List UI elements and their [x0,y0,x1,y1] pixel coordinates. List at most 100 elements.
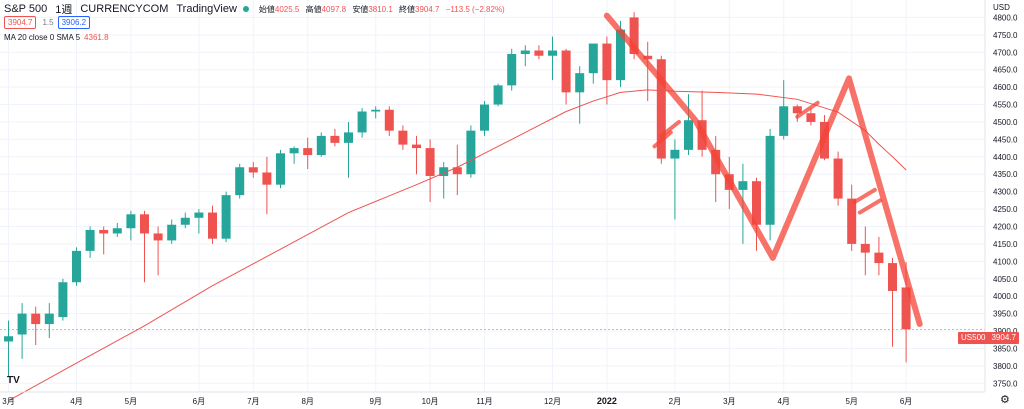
candle [58,278,68,321]
candle [670,139,680,220]
y-tick-label: 3900.0 [993,327,1018,336]
x-tick-label: 4月 [777,397,789,406]
candle-body [493,85,503,105]
x-tick-label: 2022 [597,396,617,406]
candle-body [520,50,530,55]
candle-body [425,148,435,176]
y-tick-label: 4450.0 [993,135,1018,144]
candle-body [180,217,190,225]
candle [126,210,136,241]
candles [4,12,911,377]
candle [44,303,54,338]
candle-body [860,243,870,253]
candle-body [874,252,884,264]
candle-body [480,104,489,131]
tradingview-logo[interactable]: TV [7,375,20,386]
spread-value: 1.5 [42,18,54,27]
candle-body [412,144,421,149]
ohlc-open-label: 始値 [258,4,275,14]
candle [289,146,299,164]
x-tick-label: 3月 [723,397,735,406]
ma-line [8,89,907,402]
gear-icon[interactable]: ⚙ [1000,394,1010,406]
candle [874,236,884,276]
candle-body [208,212,217,239]
candle-body [58,282,68,318]
candle [85,226,95,258]
candle-body [507,54,517,86]
candle-body [262,172,272,185]
x-tick-label: 3月 [2,397,14,406]
candle-body [31,313,41,325]
candle [180,212,190,229]
candle-body [779,106,789,136]
candle-body [99,229,109,234]
last-price-symbol: US500 [961,333,986,342]
price-axis[interactable]: 3750.0 3800.0 3850.0 3900.0 3950.0 4000.0 4050… [993,13,1018,388]
candle-body [44,313,54,325]
candle [221,191,231,243]
candle-body [344,132,353,143]
candle [439,162,449,199]
last-price-value: 3904.7 [991,333,1016,342]
data-source: CURRENCYCOM [80,3,169,15]
candle [412,135,421,175]
axis-currency: USD [993,3,1010,12]
candle-body [357,111,367,133]
y-tick-label: 4800.0 [993,13,1018,22]
candle [833,151,843,206]
x-tick-label: 7月 [247,397,259,406]
x-tick-label: 4月 [70,397,82,406]
symbol-name[interactable]: S&P 500 [4,3,48,15]
x-tick-label: 9月 [369,397,381,406]
candle-body [194,212,204,218]
y-tick-label: 4400.0 [993,153,1018,162]
candle [371,106,381,119]
candle [276,149,285,189]
candle [330,128,340,147]
y-tick-label: 4300.0 [993,188,1018,197]
candle-body [384,109,394,131]
ohlc-low-label: 安値 [352,4,369,14]
interval[interactable]: 1週 [55,4,73,16]
sell-price-button[interactable]: 3904.7 [4,16,37,29]
candle-body [452,167,462,175]
buy-price-button[interactable]: 3906.2 [57,16,91,29]
candle [561,48,571,105]
indicator-value: 4361.8 [84,33,109,42]
y-tick-label: 4350.0 [993,170,1018,179]
candle [31,306,41,345]
candle [765,128,775,241]
trend-drawings[interactable] [603,12,923,328]
indicator-label: MA 20 close 0 SMA 5 [4,33,81,42]
candle-body [276,153,285,185]
candle-body [534,50,544,56]
chart-legend-header: S&P 500 1週 CURRENCYCOM TradingView 始値402… [4,2,509,16]
candle-body [112,228,122,234]
candle [493,83,503,107]
y-tick-label: 4700.0 [993,48,1018,57]
candle-body [85,229,95,251]
ohlc-change: −113.5 (−2.82%) [445,4,505,14]
trend-line [852,187,877,205]
candle-body [289,148,299,154]
ohlc-high-value: 4097.8 [321,4,347,14]
x-tick-label: 5月 [845,397,857,406]
candle-body [602,43,612,81]
candle-body [398,130,408,145]
candle [167,219,177,244]
candle [4,320,13,377]
candle-body [17,313,27,335]
indicator-legend[interactable]: MA 20 close 0 SMA 5 4361.8 [4,33,109,42]
candle-body [588,43,598,74]
candle [602,36,612,105]
time-axis[interactable]: 3月 4月 5月 6月 7月 8月 9月 10月 11月 12月 2022 2月 3月 4月 5月 6月 [2,396,912,406]
x-tick-label: 2月 [669,397,681,406]
candle [534,45,544,60]
trade-buttons: 3904.7 1.5 3906.2 [4,16,91,29]
candle-body [4,336,13,342]
y-tick-label: 4200.0 [993,222,1018,231]
candle [779,80,789,140]
candle-body [643,55,653,60]
